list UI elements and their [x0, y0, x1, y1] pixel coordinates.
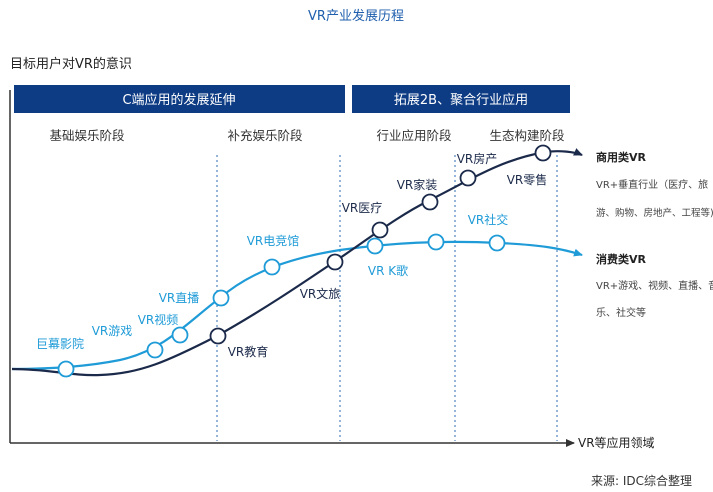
y-axis-label: 目标用户对VR的意识 [10, 56, 132, 72]
label-wenlv: VR文旅 [300, 286, 341, 301]
label-shejiao: VR社交 [468, 212, 509, 227]
label-fangchan: VR房产 [457, 151, 498, 166]
node-dianjing [263, 258, 281, 276]
label-yiliao: VR医疗 [342, 201, 383, 215]
node-zhibo [212, 289, 230, 307]
label-jiaoyu: VR教育 [228, 344, 269, 359]
legend-consumer-line1: VR+游戏、视频、直播、音 [596, 279, 713, 292]
legend-commercial-title: 商用类VR [596, 150, 647, 164]
consumer-vr-curve [11, 240, 583, 371]
node-yiliao [371, 221, 389, 239]
legend-commercial-line1: VR+垂直行业（医疗、旅 [596, 178, 708, 191]
node-jiazhuang [421, 193, 439, 211]
legend-consumer-line2: 乐、社交等 [596, 306, 646, 319]
stage-label-ecosystem-building: 生态构建阶段 [489, 128, 564, 143]
node-jiaoyu [209, 327, 227, 345]
commercial-vr-curve [11, 148, 583, 377]
node-youxi [146, 341, 164, 359]
source-note: 来源: IDC综合整理 [591, 473, 692, 488]
label-zhibo: VR直播 [159, 291, 200, 305]
banner-right-bg [352, 85, 570, 113]
stage-label-supplementary-entertainment: 补充娱乐阶段 [227, 128, 302, 143]
x-axis-label: VR等应用领域 [578, 435, 655, 450]
label-lingshou: VR零售 [507, 172, 548, 187]
node-wenlv [326, 253, 344, 271]
banner-left-label: C端应用的发展延伸 [122, 92, 235, 108]
node-jumu [57, 360, 75, 378]
node-shejiao-2 [488, 234, 506, 252]
node-shipin [171, 326, 189, 344]
label-jumu: 巨幕影院 [36, 337, 84, 351]
legend-commercial-line2: 游、购物、房地产、工程等) [596, 207, 713, 219]
node-shejiao-1 [427, 233, 445, 251]
node-kge [366, 237, 384, 255]
label-jiazhuang: VR家装 [397, 177, 438, 192]
label-shipin: VR视频 [138, 312, 179, 327]
stage-label-industry-application: 行业应用阶段 [376, 128, 451, 143]
label-youxi: VR游戏 [92, 324, 133, 338]
banner-left-bg [14, 85, 345, 113]
legend-consumer-title: 消费类VR [596, 252, 647, 266]
node-lingshou [534, 144, 552, 162]
node-fangchan [459, 169, 477, 187]
label-kge: VR K歌 [368, 263, 408, 278]
stage-label-basic-entertainment: 基础娱乐阶段 [49, 128, 124, 143]
diagram-title: VR产业发展历程 [308, 8, 404, 24]
banner-right-label: 拓展2B、聚合行业应用 [394, 92, 528, 108]
label-dianjing: VR电竞馆 [247, 233, 300, 248]
